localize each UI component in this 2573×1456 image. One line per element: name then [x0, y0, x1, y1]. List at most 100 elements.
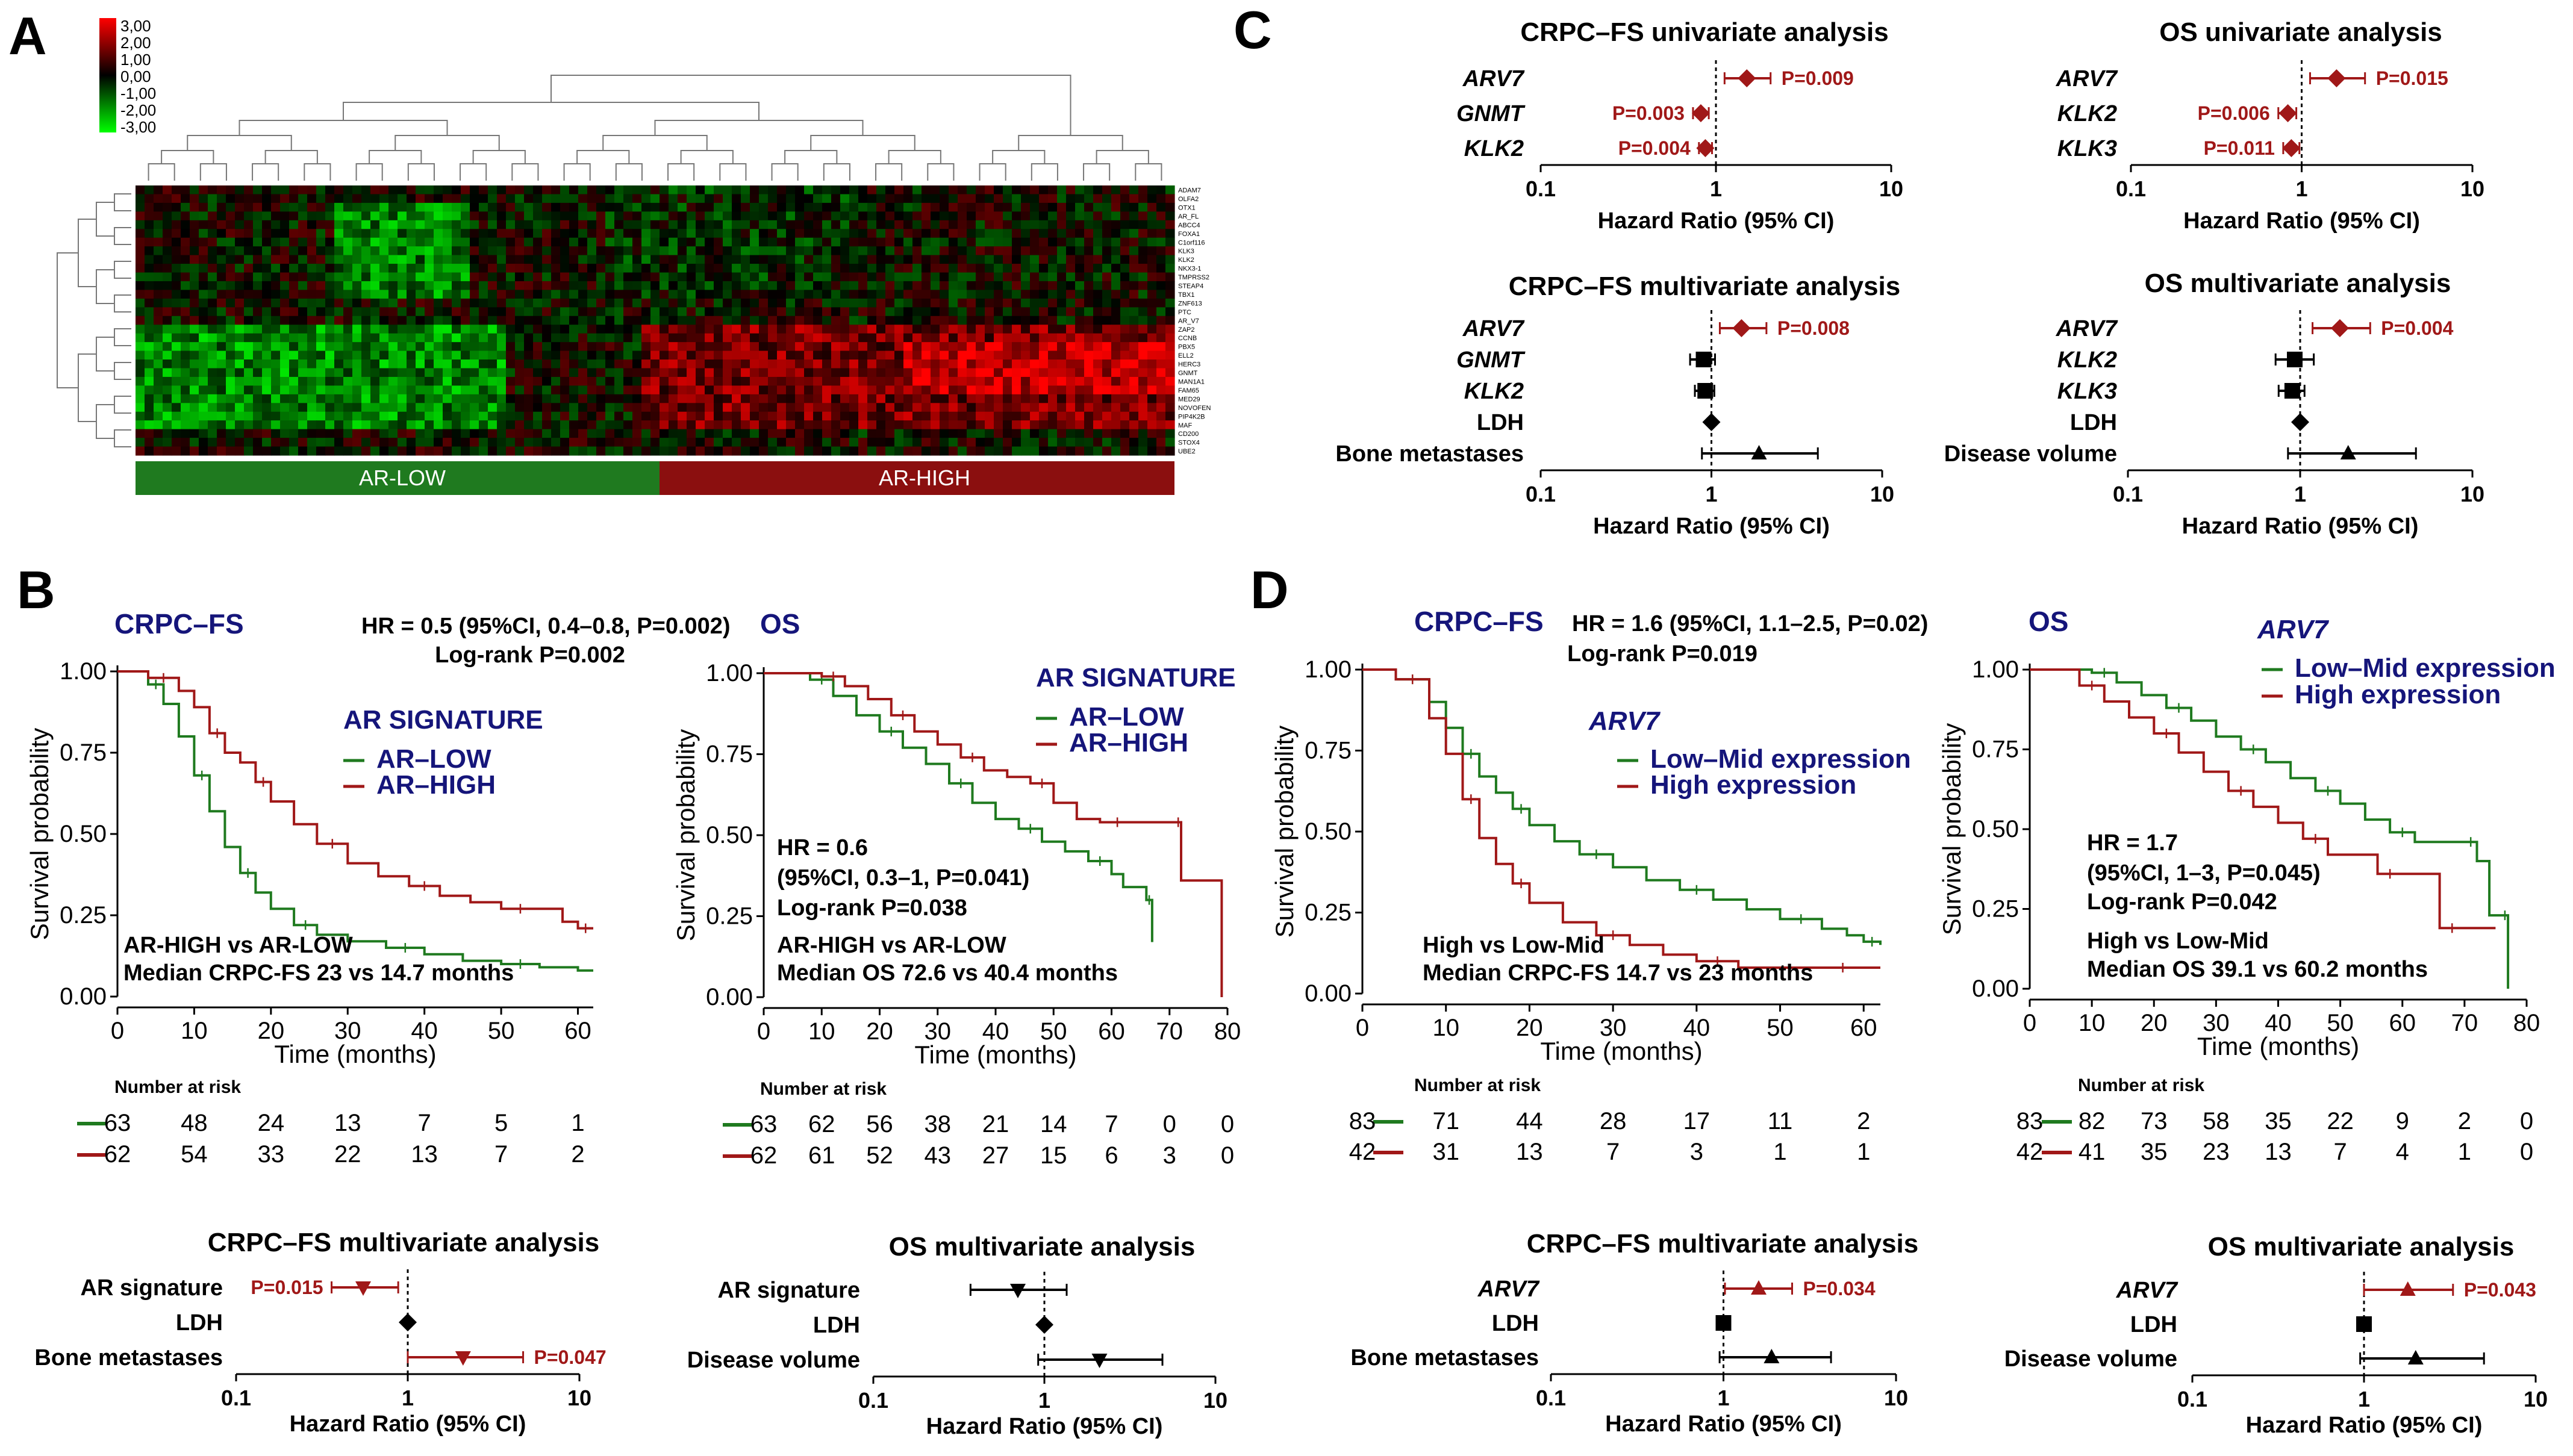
heatmap-cell	[1066, 290, 1076, 299]
heatmap-cell	[361, 272, 371, 282]
heatmap-cell	[641, 229, 651, 238]
x-tick-label: 30	[925, 1018, 952, 1045]
heatmap-cell	[1165, 446, 1175, 456]
heatmap-cell	[912, 368, 922, 378]
heatmap-cell	[994, 229, 1003, 238]
heatmap-cell	[461, 202, 470, 212]
heatmap-cell	[325, 246, 335, 256]
heatmap-cell	[461, 194, 470, 204]
heatmap-cell	[885, 185, 895, 195]
heatmap-cell	[542, 316, 552, 325]
heatmap-cell	[614, 342, 624, 352]
heatmap-cell	[154, 272, 163, 282]
heatmap-cell	[1084, 298, 1094, 308]
heatmap-cell	[1165, 272, 1175, 282]
heatmap-cell	[425, 316, 434, 325]
heatmap-cell	[551, 316, 561, 325]
heatmap-cell	[343, 264, 353, 273]
heatmap-cell	[750, 185, 759, 195]
heatmap-cell	[804, 264, 814, 273]
heatmap-cell	[307, 237, 317, 247]
nar-value: 43	[925, 1142, 952, 1169]
heatmap-cell	[1138, 307, 1148, 317]
heatmap-cell	[1030, 411, 1040, 421]
heatmap-cell	[831, 298, 841, 308]
heatmap-cell	[669, 211, 678, 221]
heatmap-cell	[1066, 298, 1076, 308]
heatmap-cell	[759, 237, 769, 247]
heatmap-cell	[867, 350, 877, 360]
heatmap-cell	[958, 220, 967, 229]
dendrogram-branch	[472, 150, 526, 164]
heatmap-cell	[533, 194, 543, 204]
heatmap-cell	[488, 255, 497, 264]
heatmap-cell	[985, 185, 994, 195]
heatmap-cell	[452, 376, 461, 386]
heatmap-cell	[325, 229, 335, 238]
heatmap-cell	[407, 290, 416, 299]
heatmap-cell	[1039, 272, 1049, 282]
heatmap-cell	[578, 194, 588, 204]
heatmap-cell	[759, 420, 769, 430]
heatmap-cell	[876, 307, 886, 317]
row-dendrogram	[57, 193, 131, 447]
heatmap-cell	[922, 333, 931, 343]
y-tick-label: 1.00	[706, 660, 753, 686]
heatmap-cell	[352, 237, 362, 247]
heatmap-cell	[976, 307, 985, 317]
heatmap-cell	[398, 290, 407, 299]
y-axis-label: Survival probability	[1270, 726, 1299, 938]
heatmap-cell	[894, 325, 904, 334]
heatmap-cell	[912, 446, 922, 456]
heatmap-cell	[1147, 333, 1157, 343]
heatmap-cell	[217, 307, 226, 317]
heatmap-cell	[425, 438, 434, 447]
heatmap-cell	[840, 376, 850, 386]
heatmap-cell	[587, 359, 597, 369]
heatmap-cell	[352, 281, 362, 291]
forest-tick-label: 10	[2460, 176, 2484, 201]
heatmap-cell	[714, 359, 723, 369]
heatmap-cell	[1120, 307, 1130, 317]
heatmap-cell	[723, 429, 732, 438]
heatmap-cell	[379, 342, 389, 352]
heatmap-cell	[795, 298, 805, 308]
heatmap-cell	[524, 281, 534, 291]
heatmap-cell	[741, 446, 750, 456]
heatmap-cell	[1156, 333, 1166, 343]
heatmap-cell	[533, 385, 543, 395]
heatmap-cell	[1048, 281, 1058, 291]
heatmap-cell	[145, 333, 154, 343]
heatmap-cell	[497, 438, 507, 447]
heatmap-cell	[407, 211, 416, 221]
heatmap-cell	[1021, 264, 1031, 273]
gene-label: MAN1A1	[1178, 379, 1205, 386]
heatmap-cell	[714, 438, 723, 447]
heatmap-cell	[379, 220, 389, 229]
heatmap-cell	[569, 298, 579, 308]
heatmap-cell	[479, 342, 488, 352]
gene-label: CD200	[1178, 431, 1199, 438]
heatmap-cell	[813, 429, 823, 438]
heatmap-cell	[1039, 264, 1049, 273]
heatmap-cell	[1012, 333, 1021, 343]
heatmap-cell	[714, 411, 723, 421]
heatmap-cell	[1120, 325, 1130, 334]
heatmap-cell	[154, 368, 163, 378]
heatmap-cell	[307, 342, 317, 352]
forest-row-label: LDH	[2130, 1312, 2177, 1337]
heatmap-cell	[398, 376, 407, 386]
heatmap-cell	[416, 350, 425, 360]
heatmap-cell	[262, 429, 272, 438]
heatmap-cell	[894, 376, 904, 386]
heatmap-cell	[1066, 307, 1076, 317]
heatmap-cell	[1084, 359, 1094, 369]
heatmap-cell	[217, 403, 226, 412]
heatmap-cell	[488, 185, 497, 195]
heatmap-cell	[614, 316, 624, 325]
heatmap-cell	[253, 376, 263, 386]
heatmap-cell	[217, 316, 226, 325]
heatmap-cell	[253, 385, 263, 395]
heatmap-cell	[1120, 394, 1130, 403]
heatmap-cell	[894, 194, 904, 204]
